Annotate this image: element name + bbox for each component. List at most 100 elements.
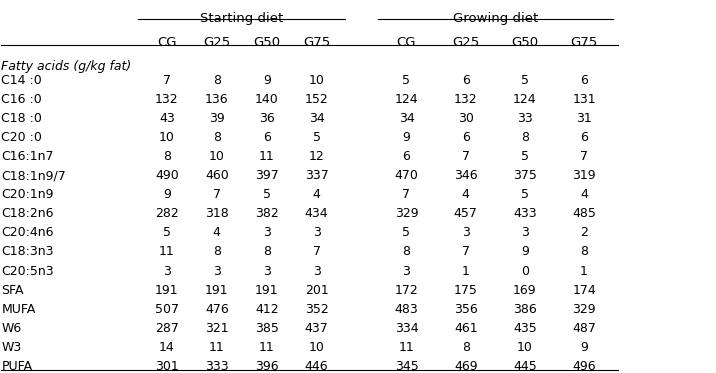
Text: 132: 132 xyxy=(454,93,478,106)
Text: 5: 5 xyxy=(402,226,410,239)
Text: 396: 396 xyxy=(255,360,279,373)
Text: 11: 11 xyxy=(399,341,415,354)
Text: 5: 5 xyxy=(402,74,410,87)
Text: 329: 329 xyxy=(395,207,418,220)
Text: W6: W6 xyxy=(1,322,21,335)
Text: 11: 11 xyxy=(209,341,225,354)
Text: 124: 124 xyxy=(513,93,537,106)
Text: 31: 31 xyxy=(576,112,592,125)
Text: 11: 11 xyxy=(159,245,175,258)
Text: C16:1n7: C16:1n7 xyxy=(1,150,54,163)
Text: 476: 476 xyxy=(205,303,228,316)
Text: 124: 124 xyxy=(395,93,418,106)
Text: 352: 352 xyxy=(305,303,329,316)
Text: 175: 175 xyxy=(454,283,478,297)
Text: 191: 191 xyxy=(205,283,228,297)
Text: 10: 10 xyxy=(159,131,175,144)
Text: G50: G50 xyxy=(253,36,280,49)
Text: 7: 7 xyxy=(313,245,321,258)
Text: 8: 8 xyxy=(580,245,588,258)
Text: 0: 0 xyxy=(521,264,529,278)
Text: 461: 461 xyxy=(454,322,478,335)
Text: 8: 8 xyxy=(213,74,221,87)
Text: C18:1n9/7: C18:1n9/7 xyxy=(1,169,66,182)
Text: 4: 4 xyxy=(462,188,470,201)
Text: 412: 412 xyxy=(255,303,279,316)
Text: 34: 34 xyxy=(309,112,324,125)
Text: 485: 485 xyxy=(572,207,596,220)
Text: 201: 201 xyxy=(305,283,329,297)
Text: 8: 8 xyxy=(213,245,221,258)
Text: 7: 7 xyxy=(462,245,470,258)
Text: MUFA: MUFA xyxy=(1,303,36,316)
Text: 10: 10 xyxy=(309,74,324,87)
Text: 6: 6 xyxy=(402,150,410,163)
Text: 385: 385 xyxy=(255,322,279,335)
Text: 4: 4 xyxy=(313,188,321,201)
Text: 6: 6 xyxy=(580,74,588,87)
Text: 191: 191 xyxy=(155,283,179,297)
Text: C18 :0: C18 :0 xyxy=(1,112,42,125)
Text: 43: 43 xyxy=(159,112,175,125)
Text: Starting diet: Starting diet xyxy=(200,12,284,25)
Text: 1: 1 xyxy=(580,264,588,278)
Text: 132: 132 xyxy=(155,93,179,106)
Text: 30: 30 xyxy=(458,112,474,125)
Text: 435: 435 xyxy=(513,322,537,335)
Text: W3: W3 xyxy=(1,341,21,354)
Text: 10: 10 xyxy=(209,150,225,163)
Text: 7: 7 xyxy=(213,188,221,201)
Text: 469: 469 xyxy=(454,360,478,373)
Text: 9: 9 xyxy=(580,341,588,354)
Text: 490: 490 xyxy=(155,169,179,182)
Text: 9: 9 xyxy=(163,188,171,201)
Text: C20 :0: C20 :0 xyxy=(1,131,42,144)
Text: 8: 8 xyxy=(213,131,221,144)
Text: 9: 9 xyxy=(402,131,410,144)
Text: 140: 140 xyxy=(255,93,279,106)
Text: 446: 446 xyxy=(305,360,329,373)
Text: 174: 174 xyxy=(572,283,596,297)
Text: 7: 7 xyxy=(580,150,588,163)
Text: 1: 1 xyxy=(462,264,470,278)
Text: 333: 333 xyxy=(205,360,228,373)
Text: 191: 191 xyxy=(255,283,279,297)
Text: CG: CG xyxy=(397,36,416,49)
Text: G50: G50 xyxy=(511,36,538,49)
Text: 9: 9 xyxy=(263,74,271,87)
Text: 169: 169 xyxy=(513,283,537,297)
Text: 10: 10 xyxy=(309,341,324,354)
Text: 8: 8 xyxy=(462,341,470,354)
Text: 9: 9 xyxy=(521,245,529,258)
Text: 3: 3 xyxy=(313,226,321,239)
Text: 386: 386 xyxy=(513,303,537,316)
Text: C16 :0: C16 :0 xyxy=(1,93,42,106)
Text: 321: 321 xyxy=(205,322,228,335)
Text: 434: 434 xyxy=(305,207,329,220)
Text: G25: G25 xyxy=(203,36,231,49)
Text: 8: 8 xyxy=(263,245,271,258)
Text: 433: 433 xyxy=(513,207,537,220)
Text: C20:5n3: C20:5n3 xyxy=(1,264,54,278)
Text: 457: 457 xyxy=(454,207,478,220)
Text: 345: 345 xyxy=(395,360,418,373)
Text: 8: 8 xyxy=(402,245,410,258)
Text: 301: 301 xyxy=(155,360,179,373)
Text: 437: 437 xyxy=(305,322,329,335)
Text: 460: 460 xyxy=(205,169,228,182)
Text: 39: 39 xyxy=(209,112,225,125)
Text: 14: 14 xyxy=(159,341,175,354)
Text: 397: 397 xyxy=(255,169,279,182)
Text: 375: 375 xyxy=(513,169,537,182)
Text: C20:4n6: C20:4n6 xyxy=(1,226,54,239)
Text: 5: 5 xyxy=(521,188,529,201)
Text: 483: 483 xyxy=(395,303,418,316)
Text: 334: 334 xyxy=(395,322,418,335)
Text: 7: 7 xyxy=(462,150,470,163)
Text: 3: 3 xyxy=(163,264,171,278)
Text: 3: 3 xyxy=(521,226,529,239)
Text: 8: 8 xyxy=(521,131,529,144)
Text: 6: 6 xyxy=(462,131,470,144)
Text: G75: G75 xyxy=(303,36,330,49)
Text: 3: 3 xyxy=(313,264,321,278)
